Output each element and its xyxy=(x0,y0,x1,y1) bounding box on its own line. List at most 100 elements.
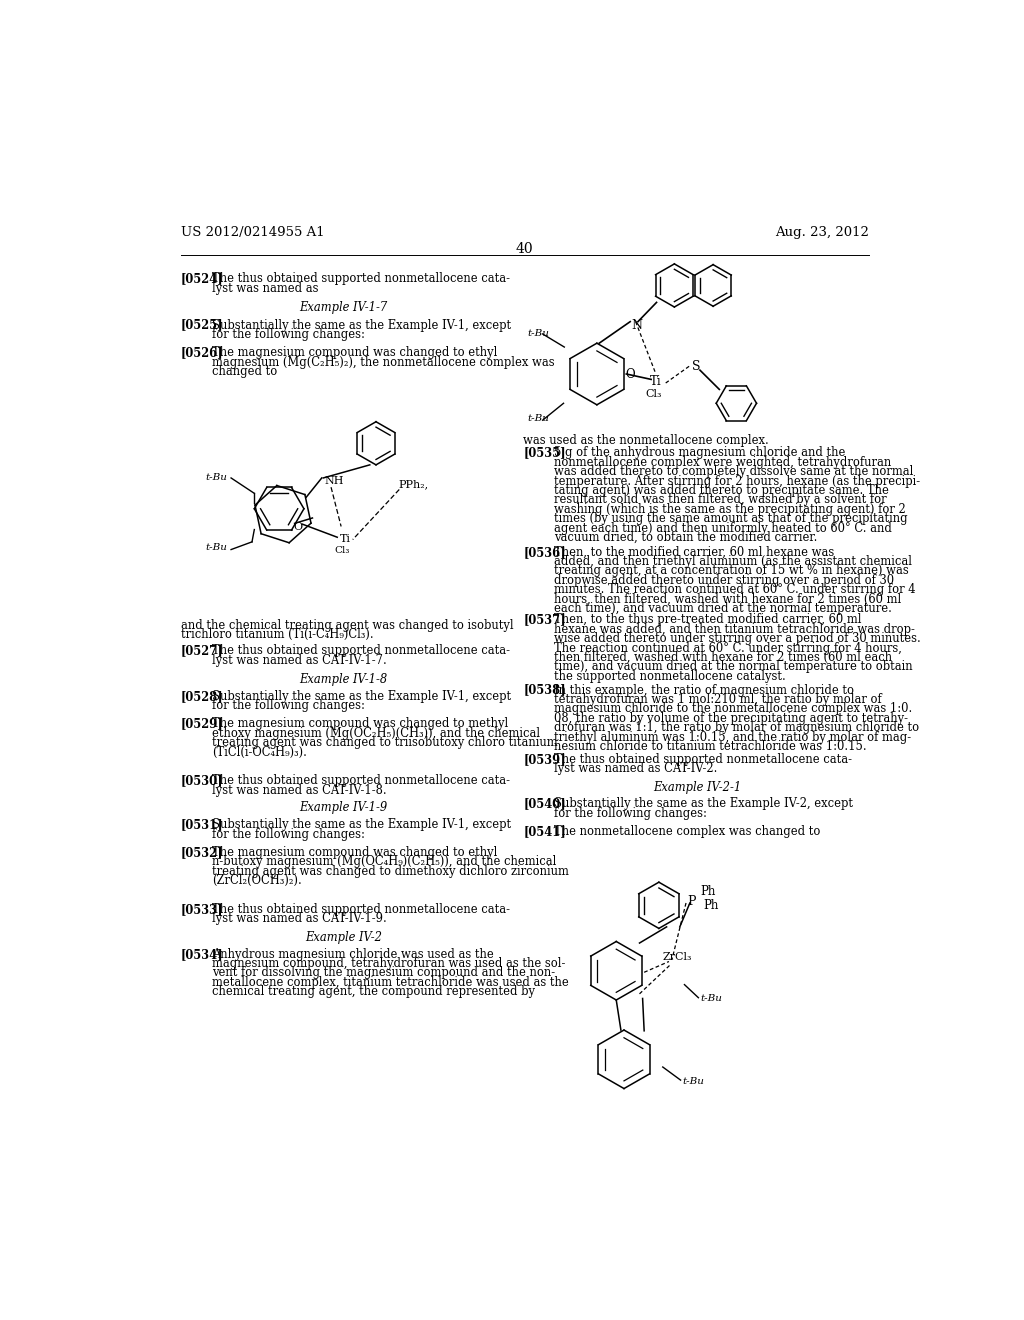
Text: t-Bu: t-Bu xyxy=(700,994,722,1003)
Text: Ti: Ti xyxy=(650,375,662,388)
Text: each time), and vacuum dried at the normal temperature.: each time), and vacuum dried at the norm… xyxy=(554,602,892,615)
Text: [0538]: [0538] xyxy=(523,684,566,697)
Text: The thus obtained supported nonmetallocene cata-: The thus obtained supported nonmetalloce… xyxy=(212,775,510,788)
Text: NH: NH xyxy=(324,475,344,486)
Text: drofuran was 1:1, the ratio by molar of magnesium chloride to: drofuran was 1:1, the ratio by molar of … xyxy=(554,721,920,734)
Text: the supported nonmetallocene catalyst.: the supported nonmetallocene catalyst. xyxy=(554,669,786,682)
Text: Aug. 23, 2012: Aug. 23, 2012 xyxy=(775,226,869,239)
Text: [0533]: [0533] xyxy=(180,903,223,916)
Text: O: O xyxy=(626,368,635,381)
Text: Example IV-1-8: Example IV-1-8 xyxy=(299,673,387,686)
Text: ethoxy magnesium (Mg(OC₂H₅)(CH₃)), and the chemical: ethoxy magnesium (Mg(OC₂H₅)(CH₃)), and t… xyxy=(212,727,540,739)
Text: Anhydrous magnesium chloride was used as the: Anhydrous magnesium chloride was used as… xyxy=(212,948,494,961)
Text: PPh₂,: PPh₂, xyxy=(398,479,429,490)
Text: t-Bu: t-Bu xyxy=(682,1077,705,1086)
Text: [0529]: [0529] xyxy=(180,718,223,730)
Text: O: O xyxy=(293,521,302,532)
Text: US 2012/0214955 A1: US 2012/0214955 A1 xyxy=(180,226,325,239)
Text: Then, to the modified carrier, 60 ml hexane was: Then, to the modified carrier, 60 ml hex… xyxy=(554,545,835,558)
Text: lyst was named as CAT-IV-1-8.: lyst was named as CAT-IV-1-8. xyxy=(212,784,386,797)
Text: was added thereto to completely dissolve same at the normal: was added thereto to completely dissolve… xyxy=(554,465,913,478)
Text: times (by using the same amount as that of the precipitating: times (by using the same amount as that … xyxy=(554,512,908,525)
Text: lyst was named as CAT-IV-2.: lyst was named as CAT-IV-2. xyxy=(554,762,718,775)
Text: nonmetallocene complex were weighted, tetrahydrofuran: nonmetallocene complex were weighted, te… xyxy=(554,455,892,469)
Text: then filtered, washed with hexane for 2 times (60 ml each: then filtered, washed with hexane for 2 … xyxy=(554,651,892,664)
Text: The magnesium compound was changed to ethyl: The magnesium compound was changed to et… xyxy=(212,346,497,359)
Text: The magnesium compound was changed to methyl: The magnesium compound was changed to me… xyxy=(212,718,508,730)
Text: (TiCl(i-OC₄H₉)₃).: (TiCl(i-OC₄H₉)₃). xyxy=(212,746,306,759)
Text: for the following changes:: for the following changes: xyxy=(212,327,365,341)
Text: Cl₃: Cl₃ xyxy=(646,388,663,399)
Text: agent each time) and then uniformly heated to 60° C. and: agent each time) and then uniformly heat… xyxy=(554,521,892,535)
Text: (ZrCl₂(OCH₃)₂).: (ZrCl₂(OCH₃)₂). xyxy=(212,874,301,887)
Text: treating agent was changed to dimethoxy dichloro zirconium: treating agent was changed to dimethoxy … xyxy=(212,865,568,878)
Text: [0534]: [0534] xyxy=(180,948,223,961)
Text: for the following changes:: for the following changes: xyxy=(212,828,365,841)
Text: temperature. After stirring for 2 hours, hexane (as the precipi-: temperature. After stirring for 2 hours,… xyxy=(554,475,921,487)
Text: Example IV-1-9: Example IV-1-9 xyxy=(299,801,387,814)
Text: washing (which is the same as the precipitating agent) for 2: washing (which is the same as the precip… xyxy=(554,503,906,516)
Text: t-Bu: t-Bu xyxy=(206,544,227,552)
Text: for the following changes:: for the following changes: xyxy=(554,807,708,820)
Text: [0528]: [0528] xyxy=(180,689,223,702)
Text: wise added thereto under stirring over a period of 30 minutes.: wise added thereto under stirring over a… xyxy=(554,632,921,645)
Text: 40: 40 xyxy=(516,242,534,256)
Text: Substantially the same as the Example IV-1, except: Substantially the same as the Example IV… xyxy=(212,318,511,331)
Text: The thus obtained supported nonmetallocene cata-: The thus obtained supported nonmetalloce… xyxy=(554,752,852,766)
Text: The thus obtained supported nonmetallocene cata-: The thus obtained supported nonmetalloce… xyxy=(212,272,510,285)
Text: Substantially the same as the Example IV-1, except: Substantially the same as the Example IV… xyxy=(212,689,511,702)
Text: changed to: changed to xyxy=(212,366,276,378)
Text: The reaction continued at 60° C. under stirring for 4 hours,: The reaction continued at 60° C. under s… xyxy=(554,642,902,655)
Text: [0541]: [0541] xyxy=(523,825,566,838)
Text: dropwise added thereto under stirring over a period of 30: dropwise added thereto under stirring ov… xyxy=(554,574,894,587)
Text: tetrahydrofuran was 1 mol:210 ml, the ratio by molar of: tetrahydrofuran was 1 mol:210 ml, the ra… xyxy=(554,693,882,706)
Text: Ph: Ph xyxy=(703,899,719,912)
Text: [0524]: [0524] xyxy=(180,272,223,285)
Text: for the following changes:: for the following changes: xyxy=(212,700,365,711)
Text: t-Bu: t-Bu xyxy=(527,414,549,422)
Text: hours, then filtered, washed with hexane for 2 times (60 ml: hours, then filtered, washed with hexane… xyxy=(554,593,901,606)
Text: [0535]: [0535] xyxy=(523,446,566,459)
Text: t-Bu: t-Bu xyxy=(206,473,227,482)
Text: N: N xyxy=(632,318,643,331)
Text: t-Bu: t-Bu xyxy=(527,330,549,338)
Text: lyst was named as CAT-IV-1-7.: lyst was named as CAT-IV-1-7. xyxy=(212,653,386,667)
Text: Cl₃: Cl₃ xyxy=(334,545,349,554)
Text: Substantially the same as the Example IV-1, except: Substantially the same as the Example IV… xyxy=(212,818,511,832)
Text: triethyl aluminum was 1:0.15, and the ratio by molar of mag-: triethyl aluminum was 1:0.15, and the ra… xyxy=(554,730,911,743)
Text: vent for dissolving the magnesium compound and the non-: vent for dissolving the magnesium compou… xyxy=(212,966,555,979)
Text: Example IV-2: Example IV-2 xyxy=(305,931,382,944)
Text: [0527]: [0527] xyxy=(180,644,223,657)
Text: 08, the ratio by volume of the precipitating agent to tetrahy-: 08, the ratio by volume of the precipita… xyxy=(554,711,908,725)
Text: nesium chloride to titanium tetrachloride was 1:0.15.: nesium chloride to titanium tetrachlorid… xyxy=(554,741,867,752)
Text: The magnesium compound was changed to ethyl: The magnesium compound was changed to et… xyxy=(212,846,497,859)
Text: tating agent) was added thereto to precipitate same. The: tating agent) was added thereto to preci… xyxy=(554,484,889,496)
Text: magnesium (Mg(C₂H₅)₂), the nonmetallocene complex was: magnesium (Mg(C₂H₅)₂), the nonmetallocen… xyxy=(212,355,554,368)
Text: hexane was added, and then titanium tetrachloride was drop-: hexane was added, and then titanium tetr… xyxy=(554,623,915,636)
Text: [0531]: [0531] xyxy=(180,818,223,832)
Text: 5 g of the anhydrous magnesium chloride and the: 5 g of the anhydrous magnesium chloride … xyxy=(554,446,846,459)
Text: The nonmetallocene complex was changed to: The nonmetallocene complex was changed t… xyxy=(554,825,820,838)
Text: Ph: Ph xyxy=(700,884,716,898)
Text: magnesium chloride to the nonmetallocene complex was 1:0.: magnesium chloride to the nonmetallocene… xyxy=(554,702,912,715)
Text: vacuum dried, to obtain the modified carrier.: vacuum dried, to obtain the modified car… xyxy=(554,531,817,544)
Text: lyst was named as: lyst was named as xyxy=(212,281,318,294)
Text: S: S xyxy=(692,360,700,374)
Text: ZrCl₃: ZrCl₃ xyxy=(663,952,692,961)
Text: [0539]: [0539] xyxy=(523,752,566,766)
Text: Ti: Ti xyxy=(340,535,351,544)
Text: Example IV-2-1: Example IV-2-1 xyxy=(653,780,741,793)
Text: The thus obtained supported nonmetallocene cata-: The thus obtained supported nonmetalloce… xyxy=(212,903,510,916)
Text: [0532]: [0532] xyxy=(180,846,223,859)
Text: treating agent was changed to triisobutoxy chloro titanium: treating agent was changed to triisobuto… xyxy=(212,737,557,750)
Text: time), and vacuum dried at the normal temperature to obtain: time), and vacuum dried at the normal te… xyxy=(554,660,912,673)
Text: chemical treating agent, the compound represented by: chemical treating agent, the compound re… xyxy=(212,985,535,998)
Text: treating agent, at a concentration of 15 wt % in hexane) was: treating agent, at a concentration of 15… xyxy=(554,565,909,577)
Text: [0530]: [0530] xyxy=(180,775,223,788)
Text: minutes. The reaction continued at 60° C. under stirring for 4: minutes. The reaction continued at 60° C… xyxy=(554,583,915,597)
Text: [0540]: [0540] xyxy=(523,797,566,810)
Text: added, and then triethyl aluminum (as the assistant chemical: added, and then triethyl aluminum (as th… xyxy=(554,556,912,568)
Text: metallocene complex, titanium tetrachloride was used as the: metallocene complex, titanium tetrachlor… xyxy=(212,975,568,989)
Text: n-butoxy magnesium (Mg(OC₄H₉)(C₂H₅)), and the chemical: n-butoxy magnesium (Mg(OC₄H₉)(C₂H₅)), an… xyxy=(212,855,556,869)
Text: magnesium compound, tetrahydrofuran was used as the sol-: magnesium compound, tetrahydrofuran was … xyxy=(212,957,565,970)
